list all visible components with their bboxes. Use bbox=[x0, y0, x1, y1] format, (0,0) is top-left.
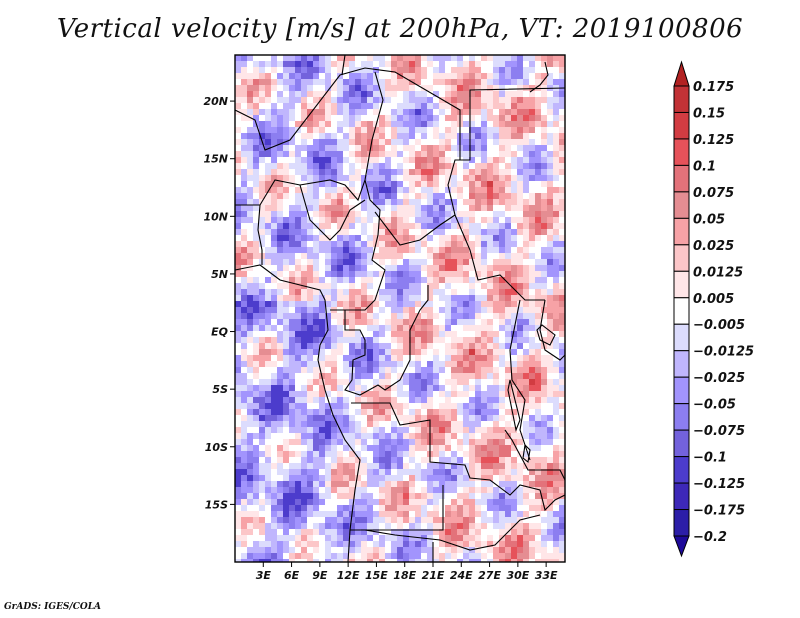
border-line bbox=[447, 159, 460, 216]
border-line bbox=[341, 55, 346, 76]
colorbar-label: −0.175 bbox=[693, 504, 745, 519]
velocity-field bbox=[235, 55, 565, 562]
colorbar-label: 0.05 bbox=[693, 212, 725, 227]
lake-outline bbox=[507, 379, 521, 432]
border-line bbox=[235, 67, 565, 161]
colorbar-segment bbox=[673, 323, 690, 352]
lat-tick-label: 5S bbox=[212, 383, 228, 396]
border-line bbox=[235, 264, 361, 562]
lon-tick-label: 3E bbox=[256, 569, 272, 582]
border-line bbox=[235, 71, 384, 206]
colorbar-label: 0.1 bbox=[693, 159, 716, 174]
colorbar-segment bbox=[673, 138, 690, 166]
colorbar-label: −0.075 bbox=[693, 424, 745, 439]
border-line bbox=[364, 514, 541, 551]
colorbar-label: 0.0125 bbox=[693, 265, 743, 280]
colorbar-label: 0.175 bbox=[693, 80, 734, 95]
colorbar-segment bbox=[673, 270, 690, 299]
colorbar-top-arrow bbox=[673, 60, 690, 87]
colorbar-label: 0.025 bbox=[693, 239, 734, 254]
colorbar-label: 0.15 bbox=[693, 106, 725, 121]
lon-tick-label: 18E bbox=[393, 569, 416, 582]
colorbar-label: −0.2 bbox=[693, 530, 727, 545]
lat-axis: 20N 15N 10N 5N EQ 5S 10S 15S bbox=[203, 95, 235, 511]
border-line bbox=[374, 211, 545, 301]
grads-credit: GrADS: IGES/COLA bbox=[4, 602, 102, 612]
border-line bbox=[504, 429, 565, 481]
lake-outline bbox=[536, 324, 556, 346]
lat-tick-label: 10S bbox=[205, 441, 228, 454]
colorbar-label: −0.005 bbox=[693, 318, 745, 333]
lon-tick-label: 15E bbox=[365, 569, 388, 582]
colorbar-bottom-arrow bbox=[673, 535, 690, 558]
colorbar: 0.175 0.15 0.125 0.1 0.075 0.05 0.025 0.0125 0.0… bbox=[673, 60, 754, 558]
colorbar-segment bbox=[673, 376, 690, 405]
lat-tick-label: 15N bbox=[203, 153, 228, 166]
colorbar-label: −0.1 bbox=[693, 451, 727, 466]
colorbar-label: 0.075 bbox=[693, 186, 734, 201]
border-line bbox=[299, 184, 366, 241]
colorbar-label: 0.125 bbox=[693, 133, 734, 148]
border-line bbox=[509, 299, 531, 461]
colorbar-label: 0.005 bbox=[693, 292, 734, 307]
border-line bbox=[351, 402, 565, 512]
lon-tick-label: 6E bbox=[284, 569, 300, 582]
colorbar-label: −0.05 bbox=[693, 398, 736, 413]
lat-tick-label: 10N bbox=[203, 210, 228, 223]
colorbar-label: −0.025 bbox=[693, 371, 745, 386]
colorbar-segment bbox=[673, 85, 690, 113]
colorbar-segment bbox=[673, 350, 690, 378]
colorbar-segment bbox=[673, 111, 690, 140]
colorbar-segment bbox=[673, 191, 690, 219]
colorbar-label: −0.0125 bbox=[693, 345, 754, 360]
lake-outline bbox=[522, 443, 531, 464]
lon-tick-label: 21E bbox=[422, 569, 445, 582]
country-borders bbox=[235, 55, 565, 562]
colorbar-segment bbox=[673, 429, 690, 458]
lon-tick-label: 30E bbox=[506, 569, 529, 582]
border-line bbox=[330, 285, 429, 396]
border-line bbox=[345, 179, 386, 311]
border-line bbox=[539, 299, 565, 361]
lat-tick-label: EQ bbox=[211, 326, 228, 339]
colorbar-segment bbox=[673, 217, 690, 246]
lon-axis: 3E 6E 9E 12E 15E 18E 21E 24E 27E 30E 33E bbox=[256, 562, 558, 582]
colorbar-segment bbox=[673, 164, 690, 193]
colorbar-label: −0.125 bbox=[693, 477, 745, 492]
colorbar-segment bbox=[673, 297, 690, 325]
lat-tick-label: 5N bbox=[211, 268, 228, 281]
colorbar-segment bbox=[673, 403, 690, 431]
lon-tick-label: 12E bbox=[337, 569, 360, 582]
border-line bbox=[257, 204, 263, 265]
lat-tick-label: 15S bbox=[205, 498, 228, 511]
lon-tick-label: 9E bbox=[312, 569, 328, 582]
chart-title: Vertical velocity [m/s] at 200hPa, VT: 2… bbox=[56, 14, 744, 44]
lon-tick-label: 27E bbox=[478, 569, 501, 582]
colorbar-segment bbox=[673, 456, 690, 484]
map-frame bbox=[234, 54, 566, 563]
colorbar-segment bbox=[673, 244, 690, 272]
colorbar-segment bbox=[673, 482, 690, 511]
colorbar-segment bbox=[673, 509, 690, 537]
border-line bbox=[529, 61, 549, 93]
lon-tick-label: 33E bbox=[535, 569, 558, 582]
lat-tick-label: 20N bbox=[203, 95, 228, 108]
lon-tick-label: 24E bbox=[450, 569, 473, 582]
